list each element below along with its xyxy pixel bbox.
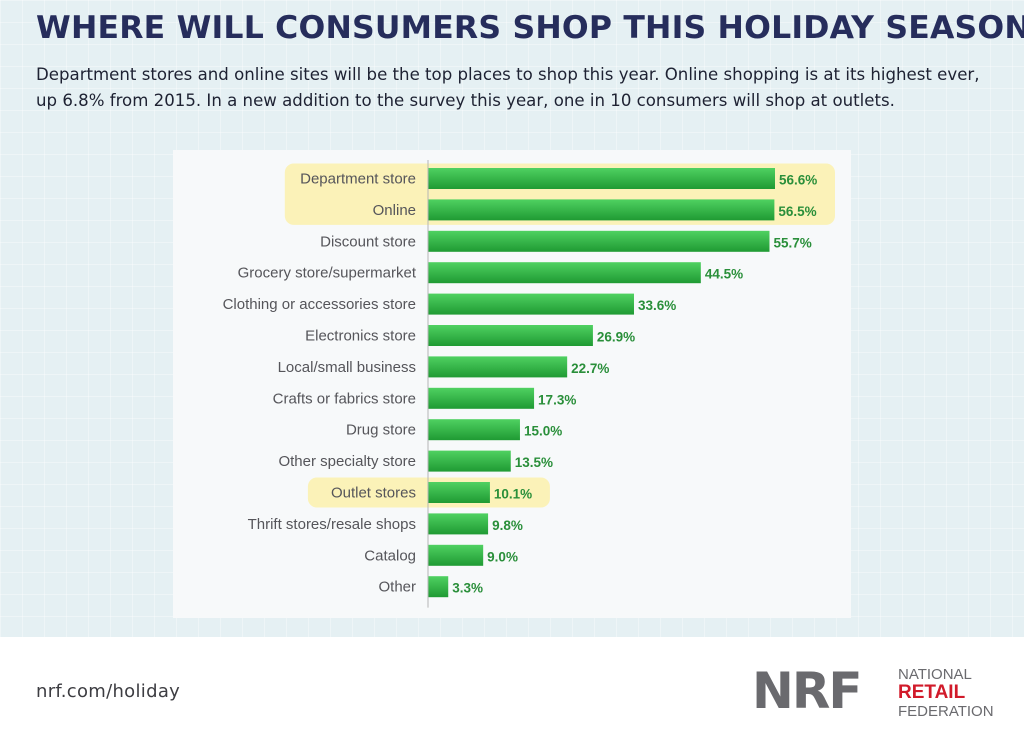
logo-mark: NRF xyxy=(752,662,863,720)
bar xyxy=(428,513,489,535)
value-label: 33.6% xyxy=(638,298,676,313)
bar xyxy=(428,293,634,315)
logo-line-2: RETAIL xyxy=(898,682,966,703)
chart-panel: Department store 56.6% Online 56.5% Discount… xyxy=(173,150,851,618)
footer-url[interactable]: nrf.com/holiday xyxy=(36,681,181,702)
bar xyxy=(428,356,568,378)
value-label: 17.3% xyxy=(538,392,576,407)
category-label: Electronics store xyxy=(305,328,416,345)
value-label: 44.5% xyxy=(705,267,743,282)
value-label: 15.0% xyxy=(524,424,562,439)
nrf-logo: NRF NATIONAL RETAIL FEDERATION xyxy=(752,664,1002,722)
bar xyxy=(428,168,775,189)
bar xyxy=(428,544,484,566)
value-label: 10.1% xyxy=(494,487,532,502)
value-label: 22.7% xyxy=(571,361,609,376)
bar xyxy=(428,262,701,284)
value-label: 9.0% xyxy=(487,549,518,564)
logo-line-3: FEDERATION xyxy=(898,703,994,720)
category-label: Online xyxy=(373,202,416,219)
logo-text: NATIONAL RETAIL FEDERATION xyxy=(898,666,994,720)
category-label: Other specialty store xyxy=(278,453,416,470)
bar xyxy=(428,482,490,503)
category-label: Other xyxy=(378,579,416,596)
bar xyxy=(428,576,449,598)
category-label: Local/small business xyxy=(278,359,416,376)
category-label: Drug store xyxy=(346,422,416,439)
category-label: Discount store xyxy=(320,233,416,250)
category-label: Crafts or fabrics store xyxy=(273,390,416,407)
value-label: 56.5% xyxy=(778,204,816,219)
value-label: 9.8% xyxy=(492,518,523,533)
value-label: 26.9% xyxy=(597,330,635,345)
value-label: 3.3% xyxy=(452,581,483,596)
bar xyxy=(428,230,770,252)
category-label: Clothing or accessories store xyxy=(223,296,416,313)
category-label: Catalog xyxy=(364,547,416,564)
bar xyxy=(428,199,775,221)
bar-chart: Department store 56.6% Online 56.5% Discount… xyxy=(223,160,835,608)
logo-line-1: NATIONAL xyxy=(898,666,972,683)
bar xyxy=(428,325,593,346)
value-label: 56.6% xyxy=(779,173,817,188)
bar xyxy=(428,419,520,441)
category-label: Thrift stores/resale shops xyxy=(248,516,416,533)
category-label: Outlet stores xyxy=(331,485,416,502)
category-label: Department store xyxy=(300,171,416,188)
value-label: 13.5% xyxy=(515,455,553,470)
page-title: WHERE WILL CONSUMERS SHOP THIS HOLIDAY S… xyxy=(36,10,1024,46)
category-label: Grocery store/supermarket xyxy=(238,265,417,282)
page-subtitle: Department stores and online sites will … xyxy=(36,65,980,110)
bar xyxy=(428,387,535,409)
bar xyxy=(428,450,511,472)
value-label: 55.7% xyxy=(773,235,811,250)
